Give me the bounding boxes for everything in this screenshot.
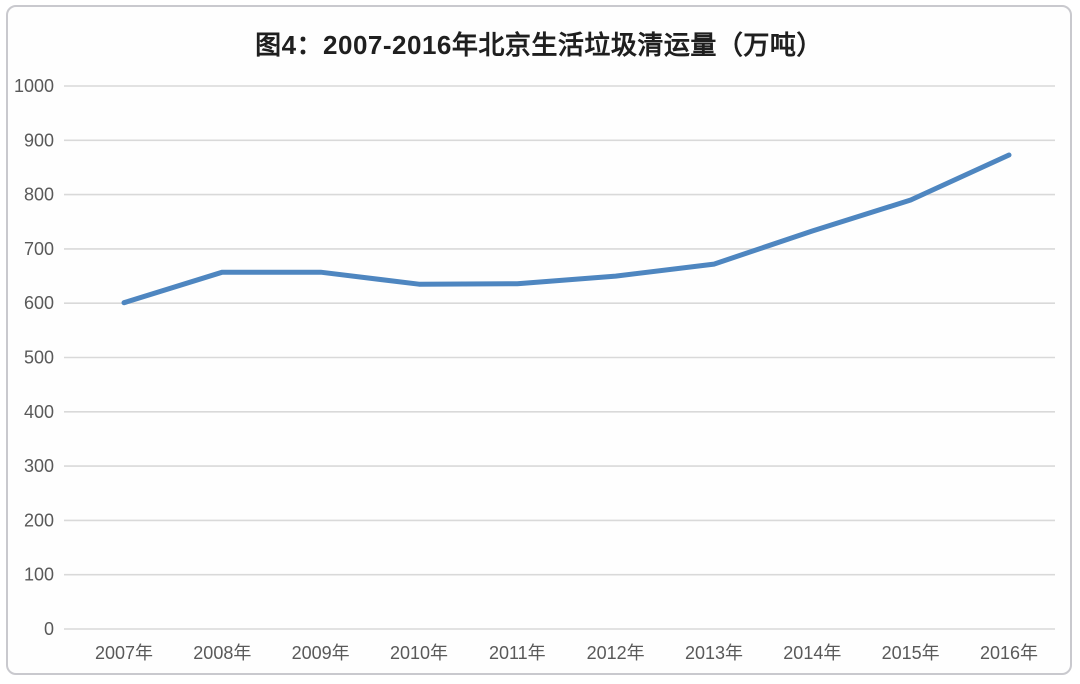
y-tick-label: 800 xyxy=(24,185,54,205)
y-tick-label: 100 xyxy=(24,565,54,585)
x-tick-label: 2011年 xyxy=(489,643,546,663)
y-tick-label: 300 xyxy=(24,456,54,476)
y-tick-label: 200 xyxy=(24,510,54,530)
y-tick-label: 700 xyxy=(24,239,54,259)
y-tick-label: 500 xyxy=(24,348,54,368)
x-tick-label: 2014年 xyxy=(783,643,841,663)
y-tick-label: 1000 xyxy=(14,76,54,96)
y-tick-label: 400 xyxy=(24,402,54,422)
chart-title: 图4：2007-2016年北京生活垃圾清运量（万吨） xyxy=(255,30,823,60)
x-tick-label: 2010年 xyxy=(390,643,448,663)
x-tick-label: 2007年 xyxy=(95,643,153,663)
y-tick-label: 600 xyxy=(24,293,54,313)
x-tick-label: 2012年 xyxy=(587,643,645,663)
line-chart-plot: 0 100 200 300 400 500 600 700 800 900 1000 2007年 200… xyxy=(14,76,1055,663)
x-tick-label: 2013年 xyxy=(685,643,743,663)
y-tick-label: 900 xyxy=(24,130,54,150)
y-tick-label: 0 xyxy=(44,619,54,639)
chart-card: 图4：2007-2016年北京生活垃圾清运量（万吨） 0 100 200 300 400… xyxy=(6,5,1072,675)
x-tick-label: 2008年 xyxy=(193,643,251,663)
data-line-series xyxy=(121,152,1012,306)
x-tick-label: 2016年 xyxy=(980,643,1038,663)
x-tick-label: 2015年 xyxy=(882,643,940,663)
x-tick-label: 2009年 xyxy=(292,643,350,663)
